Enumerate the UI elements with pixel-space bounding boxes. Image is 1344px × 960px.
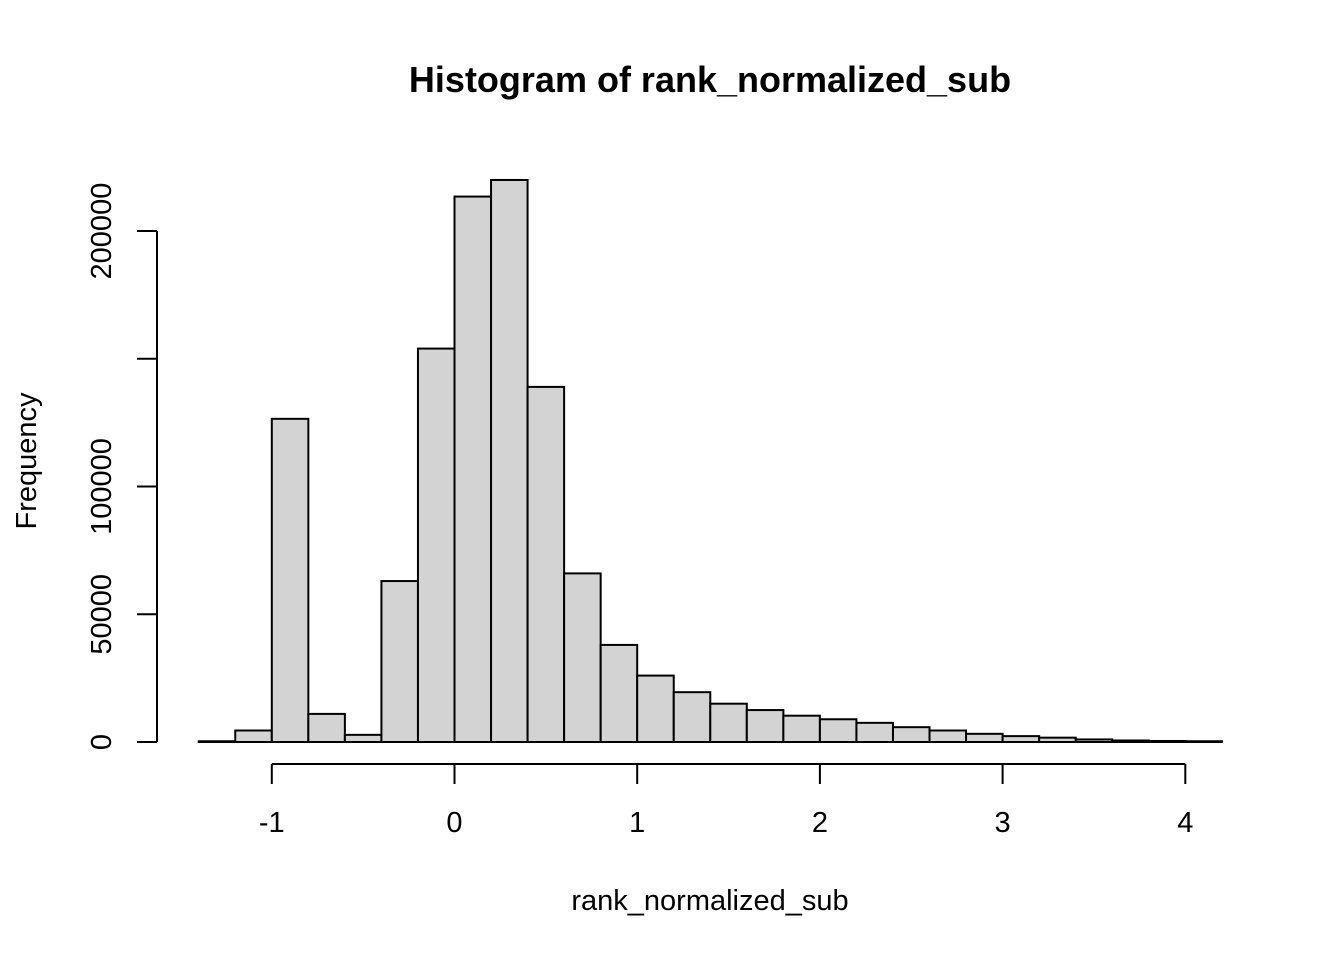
x-tick-label: -1 [259,807,285,839]
histogram-bar [307,712,346,744]
y-axis: 0 50000 100000 200000 [86,183,158,750]
histogram-bar [453,195,493,743]
histogram-bar [526,385,566,743]
histogram-bar [745,709,785,744]
histogram-bar [599,643,639,743]
y-tick-label: 50000 [86,574,118,655]
histogram-bar [416,347,456,743]
histogram-bar [672,691,712,743]
x-tick-label: 3 [995,807,1011,839]
histogram-bar [782,714,821,744]
histogram-bar [563,572,602,744]
histogram-bar [380,580,419,743]
x-tick-label: 1 [629,807,645,839]
y-tick-label: 100000 [86,438,118,535]
histogram-bar [343,733,383,743]
histogram-bar [818,718,858,744]
histogram-bars [197,178,1223,744]
histogram-bar [928,729,968,743]
y-tick-label: 200000 [86,183,118,280]
histogram-bar [855,721,894,744]
x-axis-label: rank_normalized_sub [571,885,848,917]
y-tick-label: 0 [86,734,118,750]
histogram-bar [965,732,1004,744]
histogram-bar [270,417,310,743]
x-axis: -1 0 1 2 3 4 [259,763,1193,839]
histogram-bar [636,674,675,744]
y-axis-label: Frequency [11,392,43,530]
x-tick-label: 0 [446,807,462,839]
chart-title: Histogram of rank_normalized_sub [409,59,1011,100]
histogram-bar [891,726,931,743]
x-tick-label: 2 [812,807,828,839]
histogram-bar [234,729,273,743]
x-tick-label: 4 [1177,807,1193,839]
histogram-bar [490,178,529,744]
histogram-bar [709,702,748,743]
